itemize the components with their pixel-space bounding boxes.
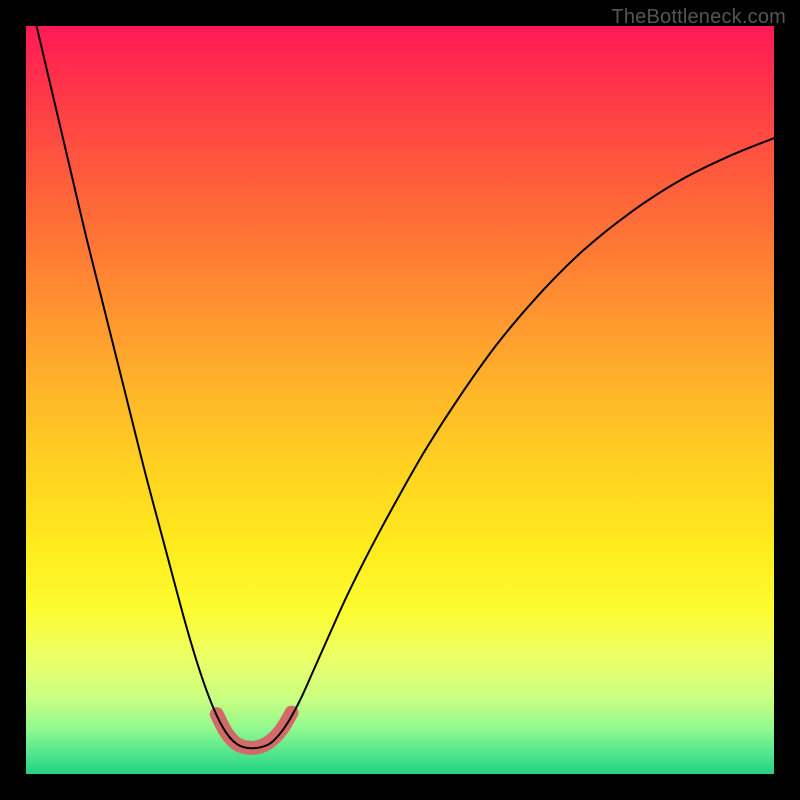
plot-area: [26, 26, 774, 774]
plot-outer-frame: [0, 0, 800, 800]
watermark-text: TheBottleneck.com: [611, 6, 786, 29]
chart-svg: [26, 26, 774, 774]
gradient-background: [26, 26, 774, 774]
